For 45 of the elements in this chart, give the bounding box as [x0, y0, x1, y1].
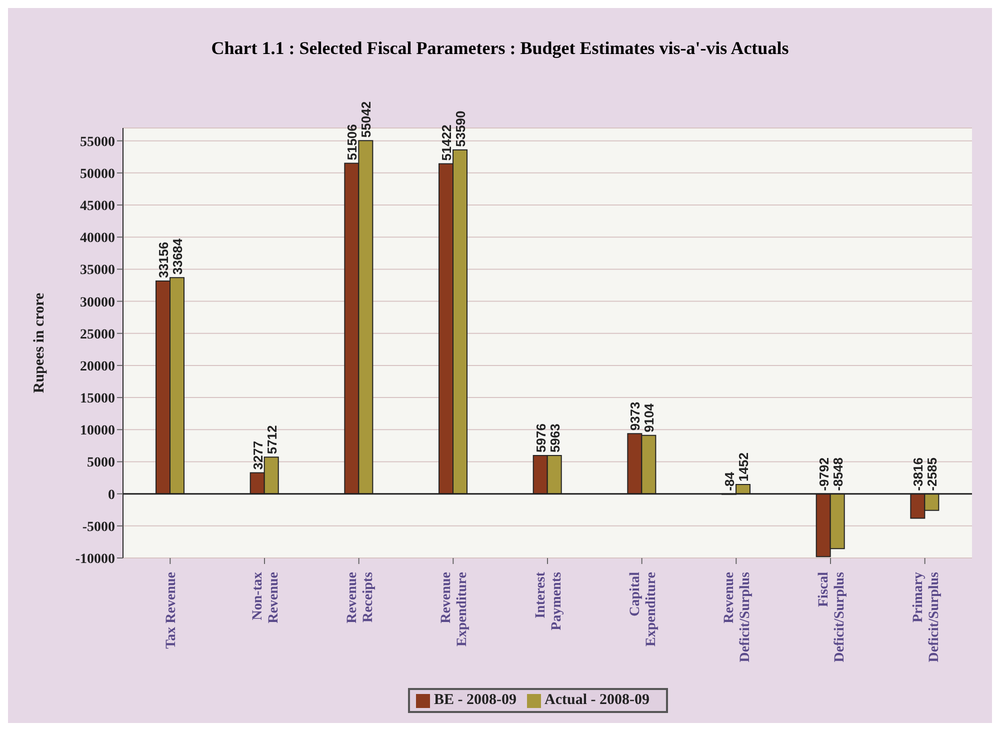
data-label: -2585	[924, 458, 940, 491]
data-label: 5963	[547, 424, 562, 453]
legend-label: Actual - 2008-09	[544, 692, 650, 708]
data-label: 9104	[642, 402, 657, 432]
x-tick-label: Primary Deficit/Surplus	[910, 571, 942, 662]
data-label: 33684	[170, 238, 186, 275]
data-label: 55042	[358, 101, 374, 138]
data-label: 53590	[453, 110, 468, 147]
x-tick-label: Revenue Deficit/Surplus	[722, 571, 754, 662]
data-label: 9373	[628, 402, 643, 431]
x-tick-label: Tax Revenue	[164, 572, 180, 649]
data-label: -8548	[830, 458, 846, 491]
data-label: -84	[722, 471, 738, 491]
data-label: -9792	[816, 458, 832, 491]
data-label: 5712	[264, 425, 280, 454]
y-tick-label: 0	[108, 488, 115, 503]
legend-label: BE - 2008-09	[434, 692, 516, 708]
data-label: 51506	[344, 124, 360, 160]
x-tick-label: Non-tax Revenue	[250, 572, 282, 624]
data-label: 51422	[439, 124, 454, 161]
x-tick-label: Revenue Expenditure	[439, 572, 470, 646]
y-tick-label: 20000	[80, 359, 115, 374]
data-label: 5976	[533, 424, 548, 452]
y-tick-label: 45000	[80, 198, 115, 214]
x-tick-label: Revenue Receipts	[344, 571, 376, 624]
chart-title: Chart 1.1 : Selected Fiscal Parameters : Budget Estimates vis-a'-vis Actuals	[210, 37, 790, 60]
y-tick-label: -5000	[82, 520, 115, 535]
y-tick-label: -10000	[75, 552, 115, 567]
data-label: 1452	[736, 452, 752, 482]
y-tick-label: 35000	[80, 263, 115, 278]
x-tick-label: Fiscal Deficit/Surplus	[816, 571, 848, 662]
y-tick-label: 40000	[80, 231, 115, 246]
y-tick-label: 50000	[80, 166, 115, 182]
y-tick-label: 55000	[80, 134, 115, 150]
y-tick-label: 10000	[80, 424, 115, 439]
data-label: 33156	[156, 242, 172, 278]
y-tick-label: 15000	[80, 392, 115, 407]
data-label: -3816	[910, 458, 926, 491]
y-tick-label: 30000	[80, 295, 115, 310]
y-tick-label: 5000	[87, 456, 115, 471]
x-tick-label: Interest Payments	[534, 571, 564, 630]
data-label: 3277	[250, 440, 266, 470]
y-axis-title: Rupees in crore	[31, 292, 48, 394]
y-tick-label: 25000	[80, 327, 115, 342]
x-tick-label: Capital Expenditure	[628, 572, 659, 646]
